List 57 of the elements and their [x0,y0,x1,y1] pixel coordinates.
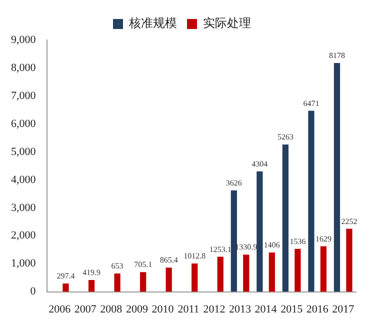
x-tick-label: 2011 [178,303,200,316]
y-tick-label: 1,000 [11,258,36,270]
data-label: 653 [111,262,124,271]
data-label: 419.9 [82,268,101,278]
bar [166,268,172,292]
data-label: 1012.8 [184,252,206,261]
data-label: 1406 [264,240,280,250]
legend-label: 核准规模 [128,16,177,30]
data-label: 705.1 [134,260,152,270]
x-tick-label: 2012 [203,303,226,316]
x-tick-label: 2017 [332,303,355,316]
x-tick-label: 2015 [280,303,304,316]
bar [346,228,352,292]
y-tick-label: 2,000 [11,230,36,242]
y-tick-label: 7,000 [11,90,36,102]
bar [294,248,301,292]
data-label: 1253.1 [209,244,232,254]
bar [308,110,314,292]
bar [62,283,69,292]
y-tick-label: 0 [30,286,36,298]
x-tick-label: 2007 [74,303,97,316]
bar [282,144,289,292]
y-tick-label: 3,000 [11,202,36,214]
x-tick-label: 2006 [48,303,72,316]
legend-label: 实际处理 [203,16,251,30]
data-label: 2252 [341,216,358,226]
bar [256,171,263,292]
x-tick-label: 2016 [306,303,329,316]
x-tick-label: 2009 [126,303,148,316]
bar [192,263,198,292]
data-label: 297.4 [56,272,75,281]
bar [88,280,95,292]
x-tick-label: 2008 [100,303,123,316]
data-label: 8178 [328,51,345,60]
y-tick-label: 5,000 [11,146,36,158]
x-tick-label: 2014 [254,303,278,316]
bar [334,63,340,292]
data-label: 6471 [303,98,320,108]
bar [114,274,120,292]
x-tick-label: 2013 [229,303,252,316]
data-label: 865.4 [160,256,178,265]
data-label: 1536 [290,236,306,246]
data-label: 4304 [252,159,268,168]
bar [230,190,237,292]
y-tick-label: 4,000 [11,174,36,186]
bar [140,272,146,292]
bar [268,252,275,292]
data-label: 1629 [315,234,332,244]
y-tick-label: 8,000 [11,62,36,74]
x-tick-label: 2010 [152,303,174,316]
y-tick-label: 9,000 [11,34,36,46]
data-label: 3626 [226,178,242,188]
y-tick-label: 6,000 [11,118,36,130]
bar [320,246,327,292]
bar [217,256,224,292]
data-label: 5263 [277,132,294,142]
bar [243,254,250,292]
